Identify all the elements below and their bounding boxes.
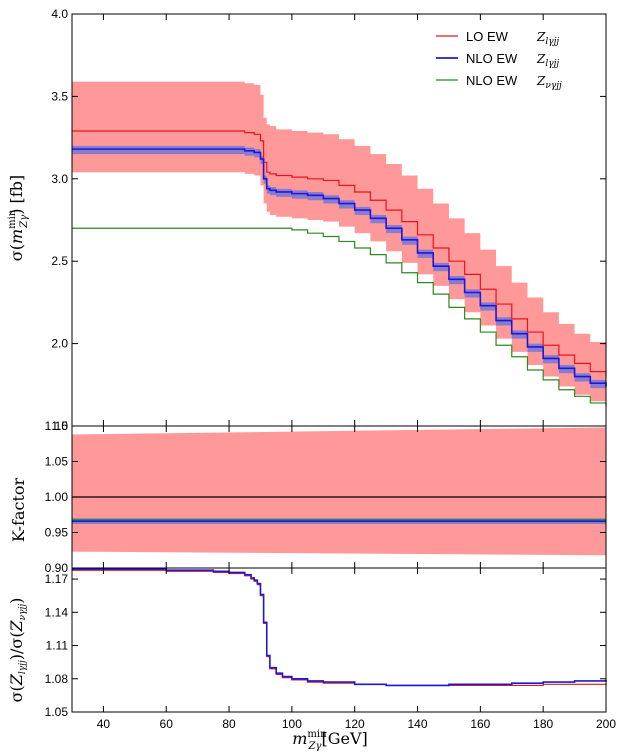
legend-math-sub: νγjj xyxy=(545,81,562,91)
legend: LO EW Zlγjj NLO EW Zlγjj NLO EW Zνγjj xyxy=(436,29,562,91)
x-tick-label: 100 xyxy=(282,717,302,731)
legend-math-sub: lγjj xyxy=(545,37,559,47)
x-tick-label: 180 xyxy=(533,717,553,731)
series-line-nlo xyxy=(72,568,607,687)
k-factor-panel: 0.90 0.95 1.00 1.05 1.10 xyxy=(45,419,607,575)
x-tick-label: 140 xyxy=(408,717,428,731)
y-tick-label: 1.00 xyxy=(45,490,69,504)
y-tick-label: 1.5 xyxy=(51,419,68,433)
series-line-lo xyxy=(72,130,607,377)
legend-label: NLO EW xyxy=(466,51,518,66)
x-axis-label: mmin Zγ[GeV] xyxy=(292,729,368,752)
legend-math-main: Z xyxy=(536,74,546,88)
y-tick-label: 3.5 xyxy=(51,89,68,103)
band-lo xyxy=(72,81,606,405)
y-tick-label: 1.17 xyxy=(45,572,69,586)
x-tick-label: 200 xyxy=(596,717,616,731)
legend-math: Zlγjj xyxy=(536,30,559,47)
legend-math: Zlγjj xyxy=(536,52,559,69)
legend-math-main: Z xyxy=(536,52,546,66)
legend-label: NLO EW xyxy=(466,73,518,88)
legend-math-sub: lγjj xyxy=(545,59,559,69)
x-tick-label: 40 xyxy=(97,717,111,731)
band-lo xyxy=(72,427,606,556)
series-line-nlo xyxy=(72,148,607,387)
series-line-lo xyxy=(72,569,607,687)
y-tick-label: 0.95 xyxy=(45,526,69,540)
y-tick-label: 1.05 xyxy=(45,705,69,719)
legend-entry: NLO EW Zνγjj xyxy=(436,73,562,91)
y-tick-label: 2.0 xyxy=(51,337,68,351)
xsec-ratio-y-axis-label: σ(Zlγjj)/σ(Zνγjj) xyxy=(7,598,28,703)
y-tick-label: 3.0 xyxy=(51,172,68,186)
x-tick-label: 60 xyxy=(160,717,174,731)
main-y-axis-label: σ(mminZγ) [fb] xyxy=(7,175,30,261)
legend-math: Zνγjj xyxy=(536,74,562,91)
x-tick-label: 80 xyxy=(222,717,236,731)
legend-entry: NLO EW Zlγjj xyxy=(436,51,559,69)
k-factor-y-axis-label: K-factor xyxy=(9,477,28,542)
y-tick-label: 2.5 xyxy=(51,254,68,268)
series-line-nu xyxy=(72,227,607,407)
x-tick-label: 160 xyxy=(470,717,490,731)
plot-frame xyxy=(71,567,607,713)
y-tick-label: 1.08 xyxy=(45,672,69,686)
y-tick-label: 4.0 xyxy=(51,7,68,21)
y-tick-label: 1.11 xyxy=(46,639,69,653)
y-tick-label: 1.14 xyxy=(45,605,69,619)
main-panel: 1.5 2.0 2.5 3.0 3.5 4.0 xyxy=(51,7,607,433)
legend-label: LO EW xyxy=(466,29,509,44)
y-tick-label: 0.90 xyxy=(45,561,69,575)
x-tick-label: 120 xyxy=(345,717,365,731)
legend-math-main: Z xyxy=(536,30,546,44)
y-tick-label: 1.05 xyxy=(45,455,69,469)
legend-entry: LO EW Zlγjj xyxy=(436,29,559,47)
y-tick-label: 1.10 xyxy=(45,419,69,433)
xsec-ratio-panel: 1.05 1.08 1.11 1.14 1.17 40 60 80 100 120 140 160 18… xyxy=(45,567,616,731)
